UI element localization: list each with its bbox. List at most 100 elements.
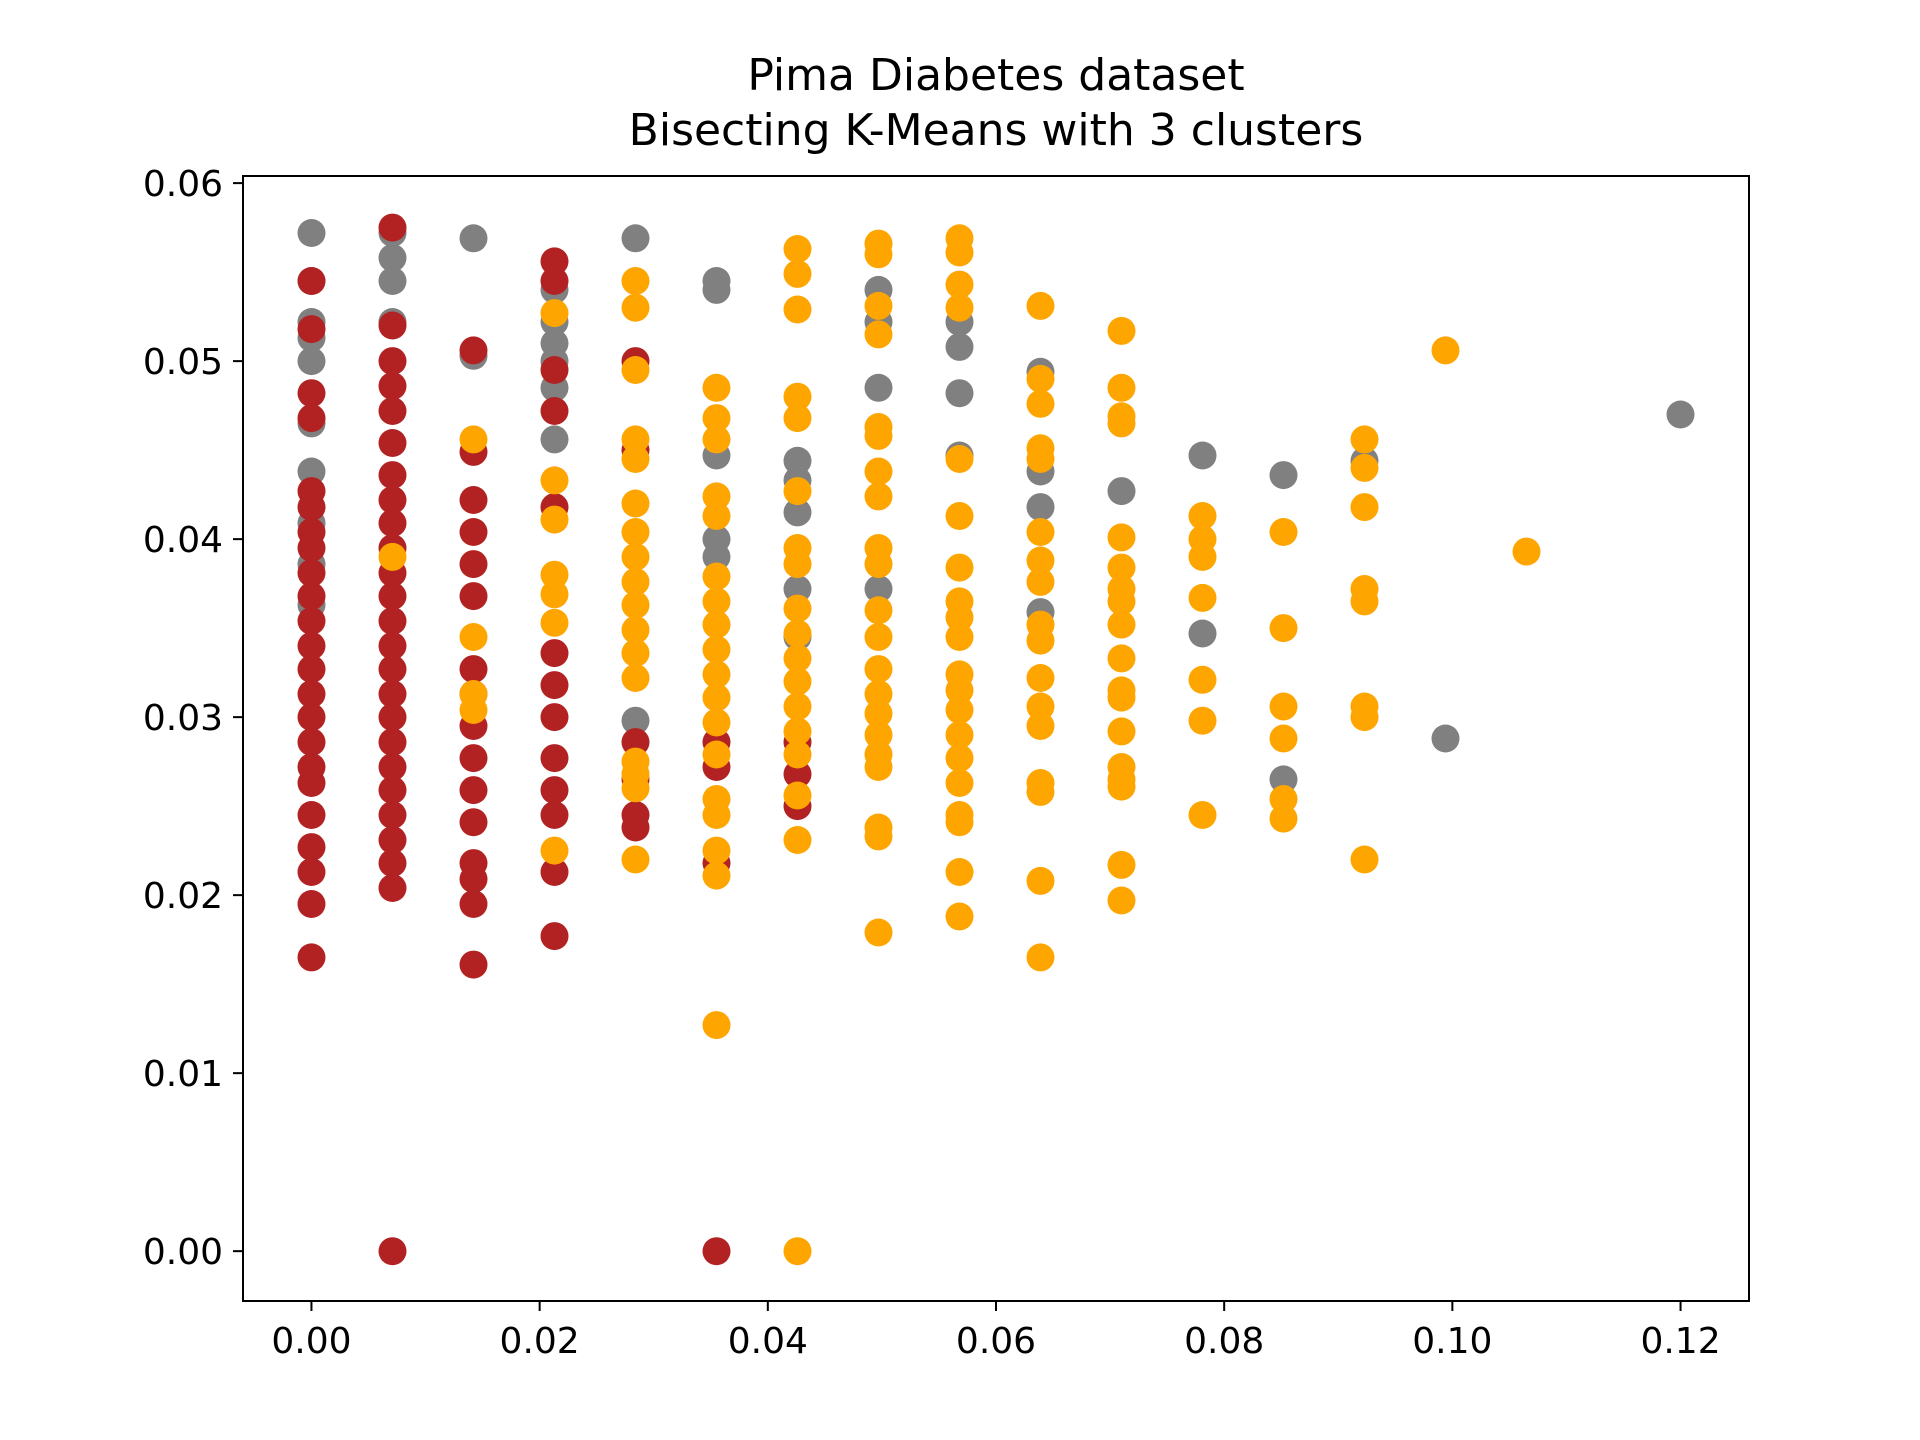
- scatter-point-series-3: [1026, 626, 1055, 655]
- scatter-point-series-2: [459, 890, 488, 918]
- scatter-point-series-3: [459, 425, 488, 454]
- scatter-point-series-2: [297, 833, 326, 862]
- scatter-point-series-3: [702, 373, 731, 402]
- scatter-point-series-3: [1026, 777, 1055, 806]
- scatter-point-series-2: [297, 607, 326, 635]
- scatter-point-series-1: [1431, 724, 1460, 753]
- scatter-point-series-3: [1269, 614, 1298, 643]
- x-tick-label: 0.04: [728, 1321, 808, 1362]
- scatter-point-series-2: [540, 703, 569, 732]
- scatter-point-series-2: [540, 267, 569, 295]
- scatter-point-series-3: [1188, 583, 1217, 612]
- scatter-point-series-3: [1350, 493, 1379, 522]
- scatter-point-series-3: [1107, 587, 1136, 616]
- scatter-point-series-3: [540, 560, 569, 589]
- scatter-point-series-1: [1269, 461, 1298, 490]
- scatter-point-series-3: [378, 542, 407, 571]
- scatter-point-series-3: [702, 404, 731, 433]
- scatter-point-series-3: [702, 562, 731, 591]
- scatter-point-series-3: [1107, 610, 1136, 639]
- scatter-point-series-3: [1188, 665, 1217, 694]
- scatter-point-series-2: [378, 429, 407, 457]
- scatter-point-series-3: [1269, 804, 1298, 833]
- scatter-point-series-1: [621, 224, 650, 253]
- scatter-point-series-3: [945, 623, 974, 651]
- scatter-point-series-3: [1269, 724, 1298, 753]
- chart-subtitle: Bisecting K-Means with 3 clusters: [629, 105, 1364, 156]
- scatter-point-series-1: [864, 373, 893, 402]
- scatter-point-series-2: [378, 397, 407, 425]
- scatter-point-series-3: [540, 299, 569, 328]
- scatter-point-series-3: [540, 608, 569, 637]
- y-tick-label: 0.04: [143, 520, 223, 561]
- scatter-point-series-3: [1026, 664, 1055, 692]
- scatter-point-series-3: [621, 293, 650, 322]
- scatter-point-series-3: [702, 861, 731, 890]
- scatter-point-series-2: [459, 776, 488, 805]
- scatter-point-series-3: [1107, 772, 1136, 801]
- scatter-point-series-1: [297, 219, 326, 247]
- scatter-point-series-3: [1026, 866, 1055, 895]
- y-tick-label: 0.02: [143, 876, 223, 917]
- scatter-point-series-2: [378, 776, 407, 805]
- scatter-point-series-1: [1188, 619, 1217, 648]
- scatter-point-series-2: [540, 397, 569, 425]
- scatter-point-series-1: [297, 457, 326, 486]
- scatter-point-series-2: [378, 655, 407, 684]
- x-tick-label: 0.00: [271, 1321, 351, 1362]
- scatter-point-series-2: [297, 267, 326, 295]
- scatter-point-series-3: [783, 692, 812, 721]
- scatter-point-series-2: [459, 486, 488, 514]
- scatter-point-series-3: [1350, 453, 1379, 482]
- scatter-point-series-3: [1107, 717, 1136, 746]
- scatter-point-series-3: [864, 720, 893, 749]
- y-tick-label: 0.00: [143, 1232, 223, 1273]
- scatter-point-series-2: [702, 1237, 731, 1266]
- scatter-point-series-3: [864, 655, 893, 684]
- scatter-point-series-2: [378, 874, 407, 902]
- scatter-point-series-2: [297, 680, 326, 708]
- scatter-point-series-2: [540, 858, 569, 886]
- y-tick-label: 0.03: [143, 698, 223, 739]
- scatter-point-series-2: [378, 347, 407, 376]
- scatter-point-series-2: [297, 379, 326, 408]
- scatter-point-series-3: [945, 902, 974, 931]
- scatter-point-series-3: [1026, 567, 1055, 596]
- scatter-point-series-2: [459, 950, 488, 979]
- scatter-point-series-3: [702, 836, 731, 865]
- scatter-point-series-3: [945, 502, 974, 530]
- scatter-point-series-3: [702, 683, 731, 712]
- scatter-point-series-3: [621, 664, 650, 692]
- scatter-point-series-2: [378, 826, 407, 854]
- scatter-point-series-3: [945, 769, 974, 797]
- scatter-point-series-1: [1107, 477, 1136, 506]
- scatter-point-series-3: [783, 826, 812, 854]
- scatter-point-series-3: [1026, 712, 1055, 740]
- scatter-point-series-2: [540, 356, 569, 384]
- scatter-point-series-2: [378, 582, 407, 611]
- scatter-point-series-3: [945, 293, 974, 322]
- scatter-point-series-2: [297, 769, 326, 797]
- scatter-point-series-2: [459, 865, 488, 894]
- scatter-point-series-2: [459, 655, 488, 684]
- scatter-point-series-1: [297, 347, 326, 376]
- scatter-point-series-3: [702, 610, 731, 639]
- scatter-point-series-3: [945, 676, 974, 705]
- scatter-point-series-2: [621, 813, 650, 842]
- scatter-point-series-3: [783, 594, 812, 623]
- scatter-point-series-2: [378, 213, 407, 242]
- scatter-point-series-3: [945, 238, 974, 267]
- scatter-point-series-1: [621, 706, 650, 735]
- scatter-point-series-1: [1026, 493, 1055, 522]
- scatter-point-series-3: [783, 235, 812, 263]
- scatter-point-series-3: [864, 240, 893, 269]
- scatter-point-series-2: [459, 336, 488, 365]
- scatter-point-series-3: [864, 680, 893, 708]
- scatter-point-series-3: [540, 836, 569, 865]
- scatter-point-series-3: [1026, 943, 1055, 972]
- scatter-point-series-3: [1026, 692, 1055, 721]
- chart-title: Pima Diabetes dataset: [747, 50, 1244, 101]
- scatter-point-series-3: [783, 667, 812, 696]
- scatter-point-series-2: [459, 582, 488, 611]
- scatter-point-series-2: [297, 534, 326, 562]
